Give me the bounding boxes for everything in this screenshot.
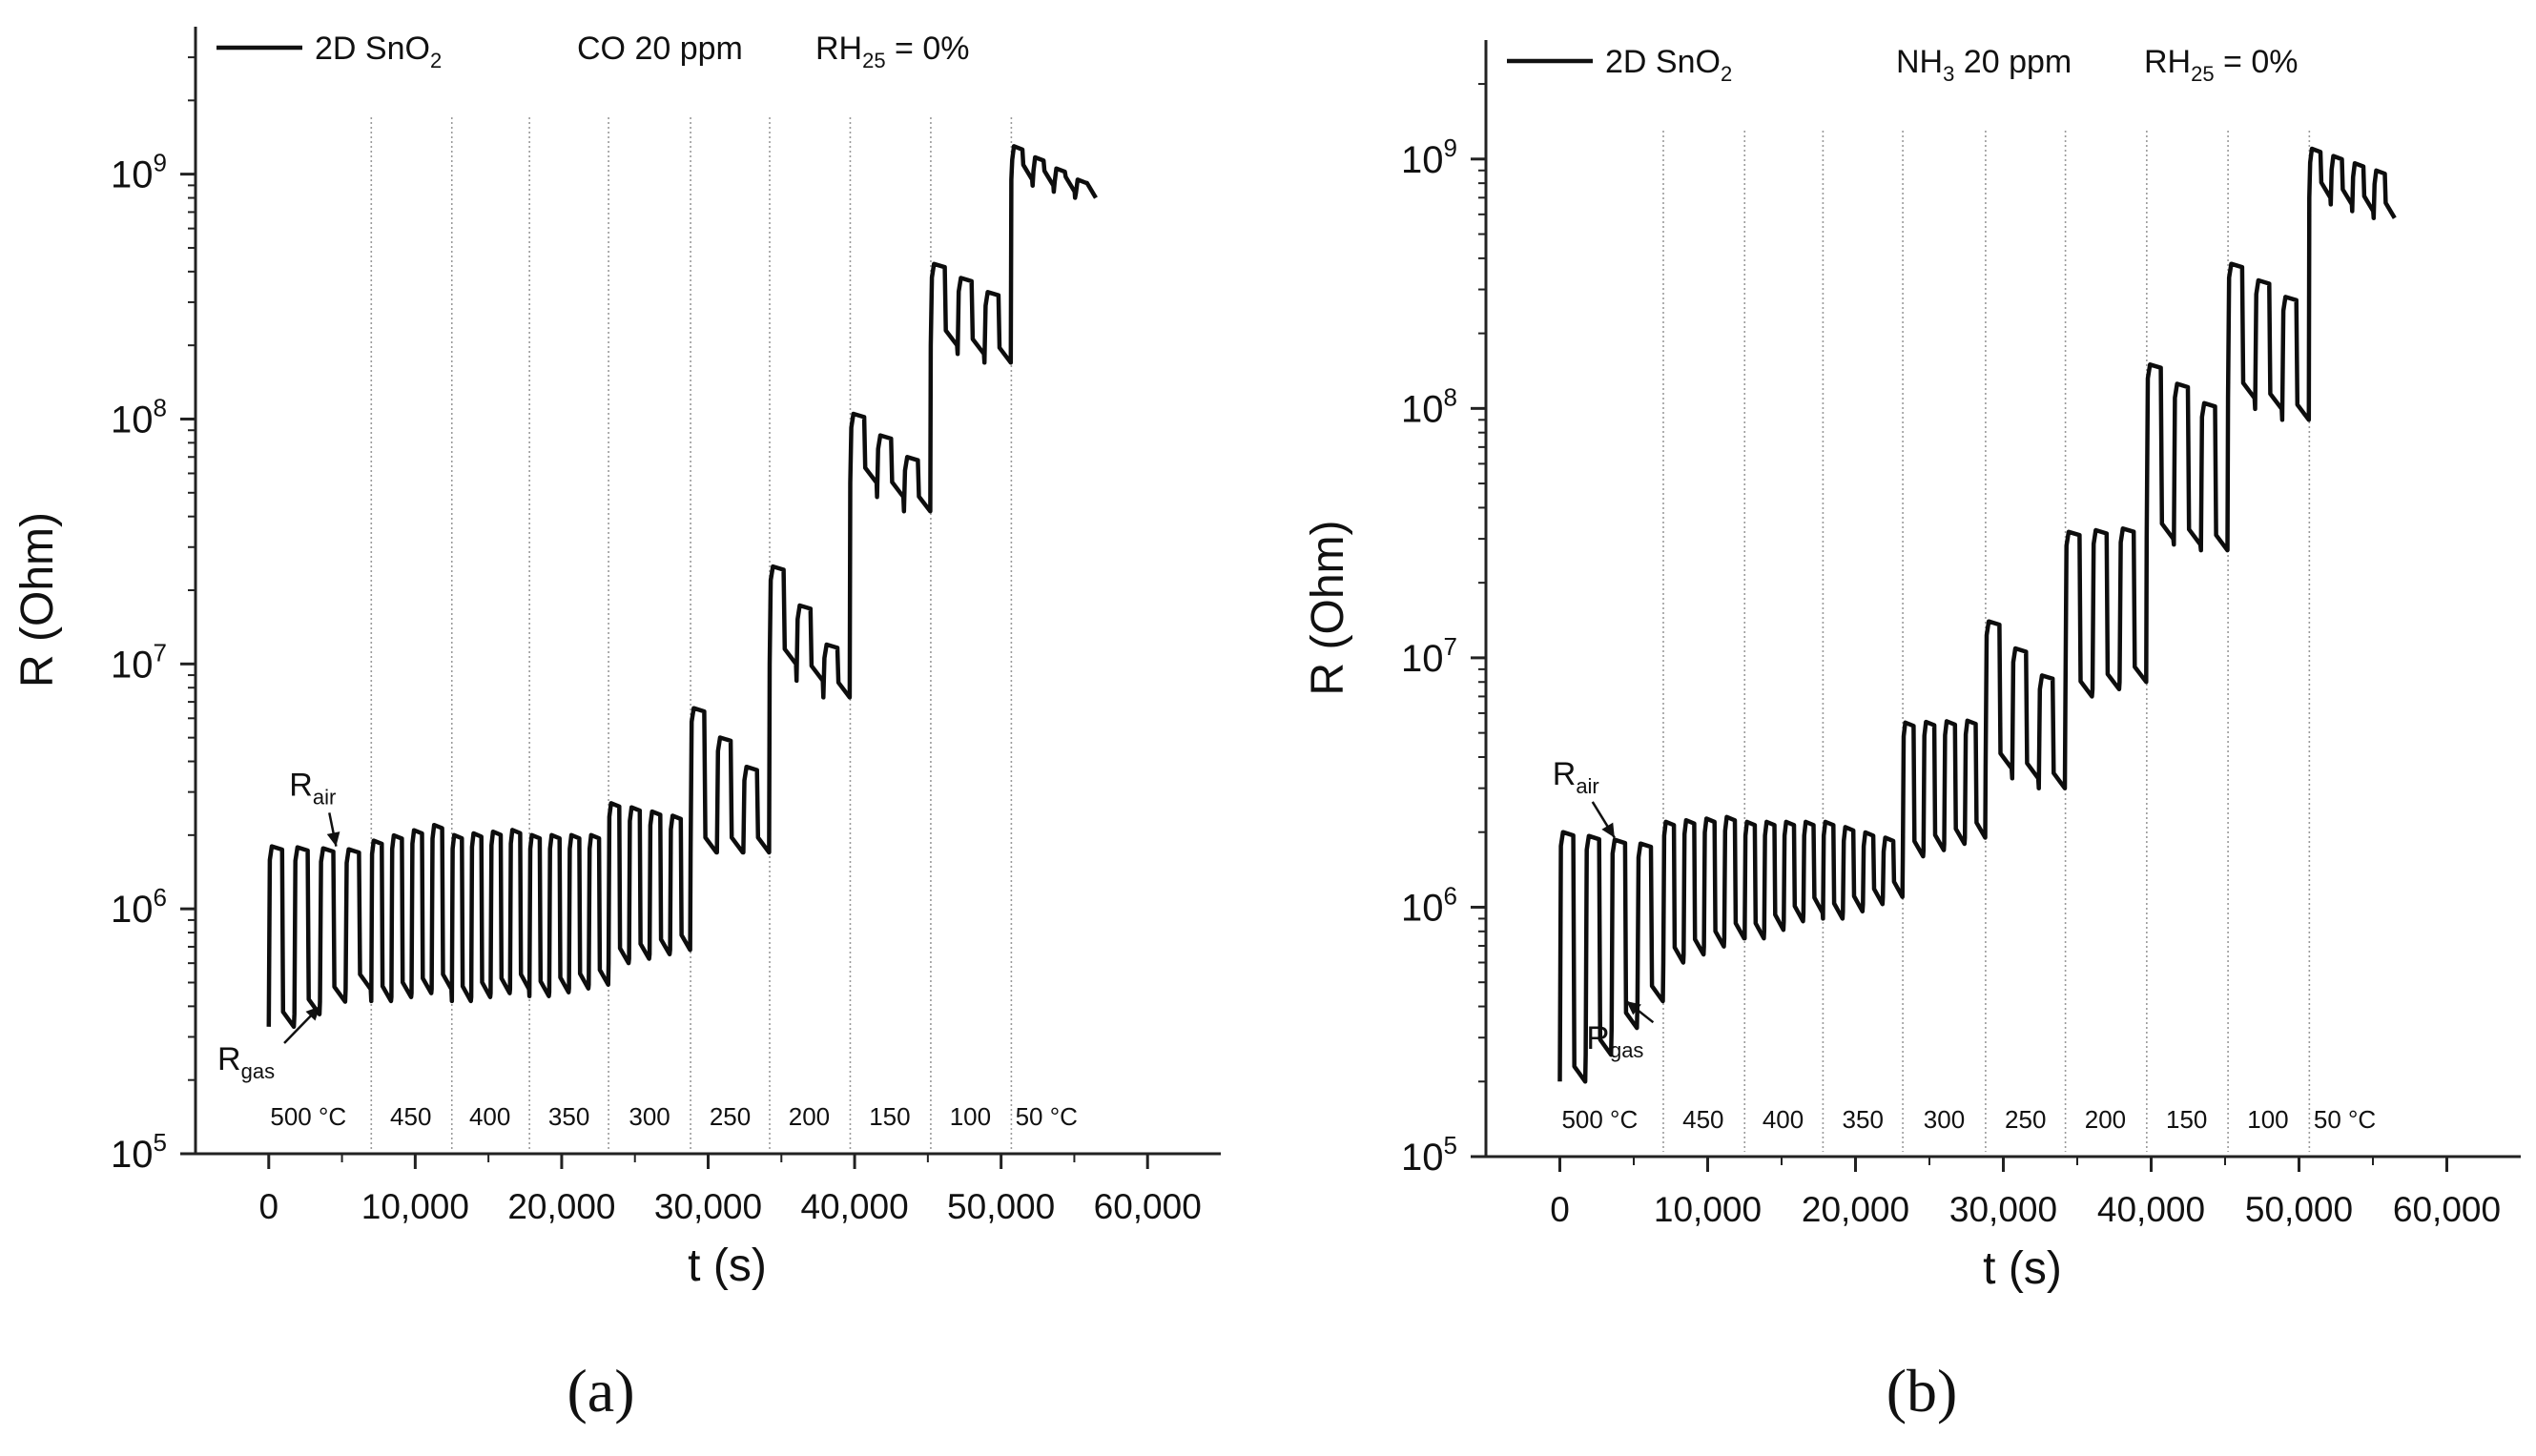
y-tick-label: 108 (111, 393, 167, 441)
y-axis-label: R (Ohm) (12, 512, 63, 687)
y-tick-label: 107 (1401, 632, 1457, 680)
temperature-label: 250 (710, 1102, 751, 1131)
x-tick-label: 60,000 (1094, 1187, 1202, 1226)
temperature-label: 200 (2085, 1105, 2126, 1134)
y-tick-label: 108 (1401, 382, 1457, 430)
legend-series-label: 2D SnO2 (315, 31, 442, 72)
annotation-arrowhead (1601, 822, 1615, 838)
annotation-air: Rair (289, 767, 336, 809)
x-tick-label: 10,000 (361, 1187, 469, 1226)
annotation-air: Rair (1553, 756, 1599, 798)
y-tick-label: 107 (111, 638, 167, 686)
x-tick-label: 40,000 (800, 1187, 908, 1226)
legend-humidity-label: RH25 = 0% (815, 31, 969, 72)
temperature-label: 300 (1924, 1105, 1965, 1134)
legend-gas-label: NH3 20 ppm (1896, 44, 2072, 86)
x-tick-label: 40,000 (2097, 1190, 2205, 1229)
y-tick-label: 105 (1401, 1131, 1457, 1179)
temperature-label: 350 (548, 1102, 589, 1131)
temperature-label: 150 (869, 1102, 910, 1131)
y-tick-label: 106 (1401, 881, 1457, 929)
x-tick-label: 0 (1550, 1190, 1570, 1229)
temperature-label: 100 (2247, 1105, 2288, 1134)
x-tick-label: 20,000 (507, 1187, 615, 1226)
x-tick-label: 30,000 (1949, 1190, 2057, 1229)
panel-label: (b) (1887, 1357, 1958, 1425)
temperature-label: 400 (1763, 1105, 1804, 1134)
annotation-gas: Rgas (217, 1041, 275, 1083)
legend-gas-label: CO 20 ppm (577, 31, 743, 67)
temperature-label: 200 (789, 1102, 830, 1131)
temperature-label: 300 (629, 1102, 670, 1131)
x-tick-label: 50,000 (2245, 1190, 2353, 1229)
series-line-2d-sno2 (266, 144, 1098, 1030)
y-tick-label: 109 (1401, 133, 1457, 181)
x-axis-label: t (s) (688, 1241, 767, 1291)
temperature-label: 50 °C (1016, 1102, 1078, 1131)
temperature-label: 500 °C (270, 1102, 346, 1131)
temperature-label: 450 (390, 1102, 431, 1131)
chart-panel-a: 0 10,000 20,000 30,000 40,000 50,000 60,000 105… (12, 27, 1221, 1425)
x-tick-label: 60,000 (2393, 1190, 2501, 1229)
x-tick-label: 10,000 (1654, 1190, 1762, 1229)
y-axis-label: R (Ohm) (1303, 521, 1353, 696)
x-axis-label: t (s) (1983, 1243, 2062, 1294)
temperature-label: 150 (2166, 1105, 2207, 1134)
panel-label: (a) (567, 1357, 634, 1425)
series-line-2d-sno2 (1557, 146, 2397, 1084)
annotation-arrowhead (326, 831, 340, 847)
y-tick-label: 105 (111, 1128, 167, 1176)
chart-panel-b: 0 10,000 20,000 30,000 40,000 50,000 60,000 105… (1303, 40, 2521, 1425)
y-tick-label: 106 (111, 883, 167, 931)
legend-series-label: 2D SnO2 (1605, 44, 1732, 86)
x-tick-label: 50,000 (947, 1187, 1055, 1226)
temperature-label: 50 °C (2314, 1105, 2376, 1134)
x-tick-label: 0 (258, 1187, 278, 1226)
temperature-label: 350 (1843, 1105, 1884, 1134)
temperature-label: 250 (2005, 1105, 2046, 1134)
temperature-label: 450 (1682, 1105, 1723, 1134)
y-tick-label: 109 (111, 149, 167, 196)
temperature-label: 100 (950, 1102, 991, 1131)
temperature-label: 400 (469, 1102, 510, 1131)
x-tick-label: 20,000 (1802, 1190, 1909, 1229)
legend-humidity-label: RH25 = 0% (2144, 44, 2298, 86)
temperature-label: 500 °C (1561, 1105, 1638, 1134)
x-tick-label: 30,000 (654, 1187, 762, 1226)
